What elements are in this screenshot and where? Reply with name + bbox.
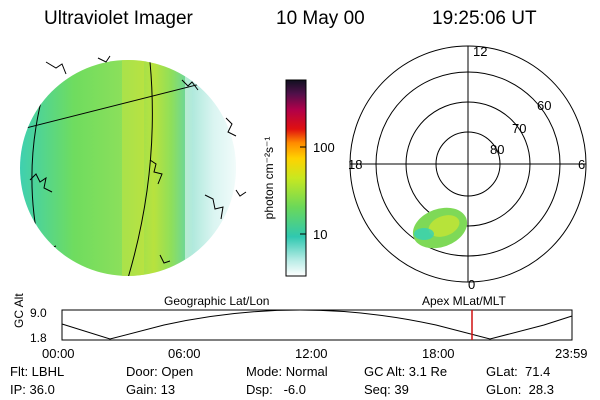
right-panel-caption: Apex MLat/MLT <box>422 294 506 308</box>
orbit-xtick-1800: 18:00 <box>422 346 455 361</box>
orbit-xtick-0600: 06:00 <box>168 346 201 361</box>
param-ip: IP: 36.0 <box>10 382 55 397</box>
colorbar-tick-100: 100 <box>313 140 335 155</box>
date-label: 10 May 00 <box>276 8 365 29</box>
mlt-label-12: 12 <box>473 44 488 59</box>
mlt-label-6: 6 <box>578 157 586 172</box>
param-filter: Flt: LBHL <box>10 364 65 379</box>
lat-label-80: 80 <box>490 142 505 157</box>
lat-label-60: 60 <box>537 98 552 113</box>
param-dsp: Dsp: -6.0 <box>246 382 306 397</box>
colorbar-tick-10: 10 <box>313 227 328 242</box>
orbit-xtick-1200: 12:00 <box>295 346 328 361</box>
mlt-label-18: 18 <box>348 157 363 172</box>
orbit-ytick-min: 1.8 <box>30 331 47 345</box>
instrument-title: Ultraviolet Imager <box>44 8 193 29</box>
colorbar <box>285 79 307 277</box>
colorbar-unit-label: photon cm⁻²s⁻¹ <box>262 136 276 220</box>
time-label: 19:25:06 UT <box>432 8 537 29</box>
left-panel-caption: Geographic Lat/Lon <box>164 294 270 308</box>
param-gc-alt: GC Alt: 3.1 Re <box>364 364 448 379</box>
param-seq: Seq: 39 <box>364 382 409 397</box>
orbit-plot <box>61 309 573 341</box>
orbit-ylabel: GC Alt <box>12 293 26 328</box>
mlt-label-0: 0 <box>468 277 476 292</box>
param-door: Door: Open <box>126 364 194 379</box>
lat-label-70: 70 <box>512 121 527 136</box>
orbit-xtick-0000: 00:00 <box>42 346 75 361</box>
auroral-oval <box>412 207 468 249</box>
orbit-xtick-2359: 23:59 <box>555 346 588 361</box>
orbit-ytick-max: 9.0 <box>30 306 47 320</box>
polar-plot <box>349 45 587 283</box>
param-glat: GLat: 71.4 <box>486 364 551 379</box>
param-glon: GLon: 28.3 <box>486 382 554 397</box>
param-gain: Gain: 13 <box>126 382 176 397</box>
earth-image <box>20 55 247 276</box>
param-mode: Mode: Normal <box>246 364 328 379</box>
